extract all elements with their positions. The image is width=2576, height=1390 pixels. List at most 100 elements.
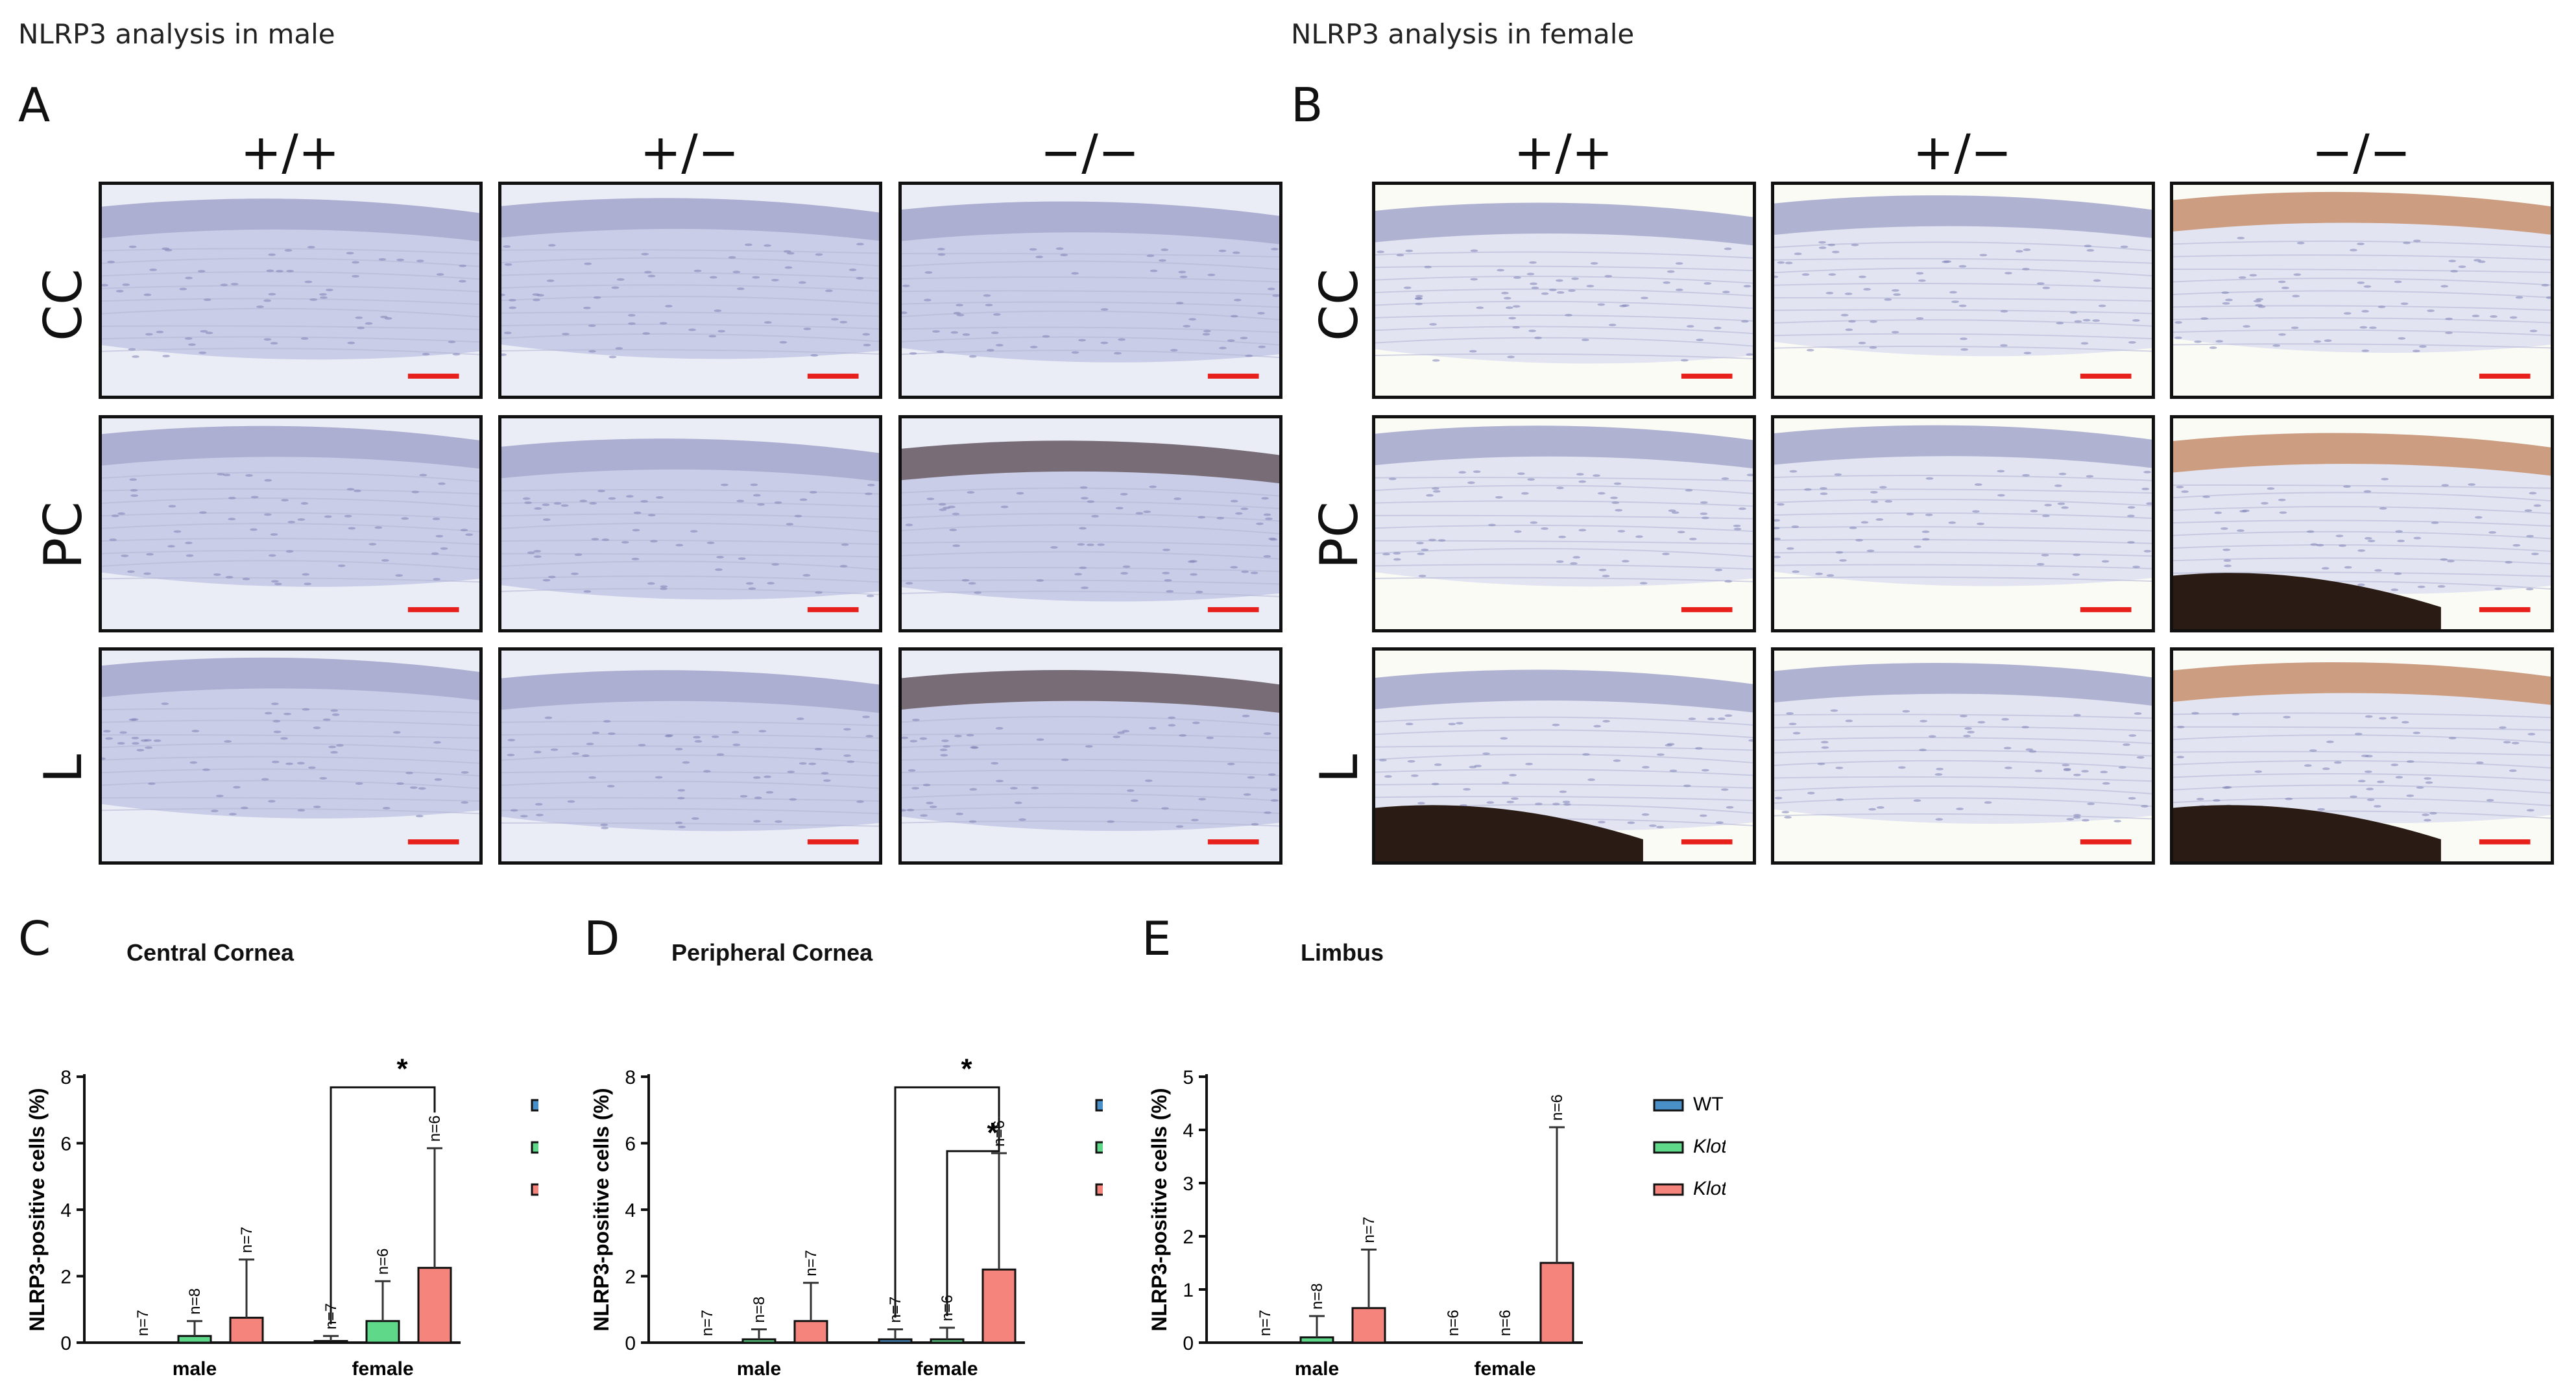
chart-e-bar-female-ko [1539, 1262, 1574, 1344]
female-section-title: NLRP3 analysis in female [1291, 18, 1635, 50]
chart-c-xcat-label-female: female [352, 1358, 413, 1380]
female-row-label-l: L [1309, 754, 1369, 784]
chart-c-legend-swatch-het [531, 1141, 538, 1154]
chart-e-xcat-label-female: female [1474, 1358, 1535, 1380]
chart-d-legend-swatch-ko [1095, 1183, 1103, 1196]
chart-d-ytick-label-2: 4 [625, 1200, 636, 1221]
chart-e-ytick-label-1: 1 [1183, 1280, 1194, 1301]
chart-c-ytick-label-4: 8 [60, 1067, 71, 1088]
micrograph-female-ko-pc [2170, 415, 2554, 632]
chart-e-legend-label-het: Klotho+/− [1693, 1132, 1726, 1157]
chart-e-n-label-male-het: n=8 [1308, 1283, 1326, 1310]
chart-c-ytick-label-2: 4 [60, 1200, 71, 1221]
chart-c-sig-bracket-0 [330, 1086, 436, 1324]
chart-d-n-label-male-ko: n=7 [802, 1250, 820, 1276]
chart-e-n-label-female-ko: n=6 [1548, 1094, 1566, 1121]
chart-e-ytick-label-0: 0 [1183, 1333, 1194, 1354]
chart-c-ylabel: NLRP3-positive cells (%) [25, 1088, 49, 1331]
male-col-header-ko: −/− [1040, 123, 1140, 181]
micrograph-female-ko-cc [2170, 182, 2554, 399]
male-col-header-het: +/− [640, 123, 740, 181]
female-col-header-het: +/− [1912, 123, 2012, 181]
chart-d-title: Peripheral Cornea [671, 939, 873, 966]
chart-e-ytick-label-3: 3 [1183, 1173, 1194, 1195]
micrograph-male-wt-pc [99, 415, 483, 632]
chart-e-legend-swatch-wt [1653, 1099, 1684, 1112]
panel-letter-d: D [584, 911, 620, 966]
chart-c-bar-male-ko [229, 1317, 264, 1344]
chart-c-ytick-label-1: 2 [60, 1267, 71, 1288]
chart-d-bar-female-het [930, 1338, 965, 1344]
chart-c-title: Central Cornea [126, 939, 295, 966]
chart-e-n-label-male-wt: n=7 [1257, 1310, 1274, 1336]
male-col-header-wt: +/+ [240, 123, 340, 181]
chart-e-ytick-label-2: 2 [1183, 1227, 1194, 1248]
chart-e-limbus: 0 1 2 3 4 5 NLRP3-positive cells (%) n=7 n=8 n=7 m… [1148, 1067, 1726, 1380]
female-row-label-pc: PC [1309, 501, 1369, 569]
chart-d-ytick-label-0: 0 [625, 1333, 636, 1354]
chart-e-legend-swatch-het [1653, 1141, 1684, 1154]
chart-d-legend-swatch-het [1095, 1141, 1103, 1154]
female-row-label-cc: CC [1309, 269, 1369, 341]
chart-e-n-label-female-het: n=6 [1497, 1310, 1514, 1336]
chart-d-legend-swatch-wt [1095, 1099, 1103, 1112]
panel-letter-a: A [18, 78, 51, 132]
chart-d-n-label-male-wt: n=7 [699, 1310, 716, 1336]
chart-e-title: Limbus [1301, 939, 1384, 966]
micrograph-male-het-cc [498, 182, 882, 399]
chart-c-ytick-label-0: 0 [60, 1333, 71, 1354]
chart-c-sig-star-0: * [396, 1053, 408, 1084]
chart-c-bar-female-ko [417, 1267, 452, 1344]
chart-e-ylabel: NLRP3-positive cells (%) [1148, 1088, 1171, 1331]
micrograph-female-ko-l [2170, 647, 2554, 865]
chart-c-central-cornea: 0 2 4 6 8 NLRP3-positive cells (%) n=7 n=8 n=7 ma… [25, 1053, 538, 1380]
chart-d-ylabel: NLRP3-positive cells (%) [590, 1088, 613, 1331]
chart-e-legend-label-wt: WT [1693, 1094, 1724, 1115]
micrograph-female-het-l [1771, 647, 2155, 865]
chart-e-legend-swatch-ko [1653, 1183, 1684, 1196]
micrograph-female-wt-l [1372, 647, 1756, 865]
female-col-header-ko: −/− [2311, 123, 2411, 181]
chart-c-bar-female-het [365, 1320, 400, 1344]
chart-c-legend-swatch-wt [531, 1099, 538, 1112]
chart-d-bar-male-ko [793, 1320, 828, 1344]
chart-c-n-label-female-het: n=6 [374, 1248, 392, 1275]
chart-d-bar-female-ko [981, 1268, 1017, 1344]
micrograph-female-wt-cc [1372, 182, 1756, 399]
micrograph-male-wt-cc [99, 182, 483, 399]
chart-d-sig-star-1: * [987, 1117, 998, 1149]
chart-c-n-label-female-ko: n=6 [426, 1115, 444, 1142]
male-row-label-cc: CC [33, 269, 93, 341]
micrograph-male-het-l [498, 647, 882, 865]
micrograph-male-het-pc [498, 415, 882, 632]
micrograph-female-het-pc [1771, 415, 2155, 632]
chart-c-n-label-male-ko: n=7 [238, 1227, 256, 1253]
chart-c-bar-male-het [177, 1335, 212, 1344]
chart-e-n-label-male-ko: n=7 [1360, 1217, 1378, 1243]
chart-d-bar-male-het [741, 1338, 776, 1344]
chart-e-bar-male-ko [1351, 1307, 1386, 1344]
chart-d-ytick-label-1: 2 [625, 1267, 636, 1288]
panel-letter-e: E [1142, 911, 1172, 966]
chart-c-legend-swatch-ko [531, 1183, 538, 1196]
chart-d-xcat-label-male: male [737, 1358, 781, 1380]
chart-d-peripheral-cornea: 0 2 4 6 8 NLRP3-positive cells (%) n=7 n=8 n=7 ma… [590, 1053, 1103, 1380]
chart-e-xcat-label-male: male [1295, 1358, 1339, 1380]
chart-e-legend-label-ko: Klotho−/− [1693, 1174, 1726, 1199]
chart-e-bar-male-het [1299, 1336, 1334, 1344]
panel-letter-c: C [18, 911, 51, 966]
male-row-label-pc: PC [33, 501, 93, 569]
chart-c-ytick-label-3: 6 [60, 1134, 71, 1155]
chart-e-n-label-female-wt: n=6 [1445, 1310, 1462, 1336]
male-section-title: NLRP3 analysis in male [18, 18, 335, 50]
chart-d-sig-star-0: * [961, 1053, 972, 1084]
chart-d-ytick-label-3: 6 [625, 1134, 636, 1155]
female-col-header-wt: +/+ [1513, 123, 1613, 181]
chart-c-bar-female-wt [313, 1339, 348, 1344]
micrograph-male-ko-cc [898, 182, 1282, 399]
panel-letter-b: B [1291, 78, 1323, 132]
chart-e-ytick-label-5: 5 [1183, 1067, 1194, 1088]
chart-c-n-label-male-wt: n=7 [134, 1310, 152, 1336]
chart-d-ytick-label-4: 8 [625, 1067, 636, 1088]
chart-d-sig-bracket-0 [894, 1086, 1000, 1318]
